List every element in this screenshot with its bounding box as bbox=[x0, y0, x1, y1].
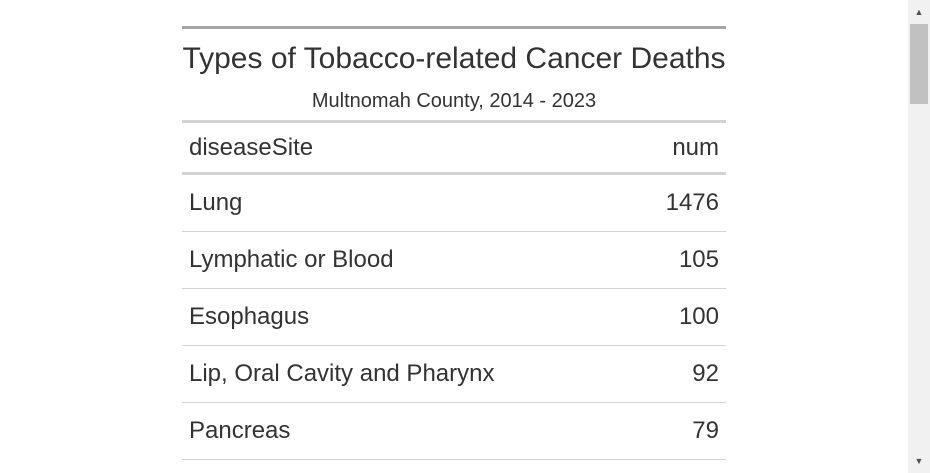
cancer-deaths-table: Types of Tobacco-related Cancer Deaths M… bbox=[182, 26, 726, 460]
scrollbar-thumb[interactable] bbox=[910, 24, 928, 104]
table-row: Lip, Oral Cavity and Pharynx 92 bbox=[182, 346, 726, 403]
disease-site-cell: Pancreas bbox=[189, 417, 291, 444]
num-cell: 92 bbox=[692, 360, 719, 387]
table-row: Lymphatic or Blood 105 bbox=[182, 232, 726, 289]
disease-site-cell: Lip, Oral Cavity and Pharynx bbox=[189, 360, 495, 387]
num-cell: 100 bbox=[678, 303, 719, 330]
num-cell: 1476 bbox=[665, 189, 719, 216]
table-title: Types of Tobacco-related Cancer Deaths bbox=[182, 42, 726, 75]
triangle-down-icon[interactable]: ▼ bbox=[914, 455, 924, 466]
num-cell: 79 bbox=[692, 417, 719, 444]
triangle-up-icon[interactable]: ▲ bbox=[914, 6, 924, 17]
table-row: Pancreas 79 bbox=[182, 403, 726, 460]
table-row: Esophagus 100 bbox=[182, 289, 726, 346]
disease-site-cell: Lymphatic or Blood bbox=[189, 246, 394, 273]
disease-site-cell: Esophagus bbox=[189, 303, 310, 330]
table-subtitle: Multnomah County, 2014 - 2023 bbox=[311, 90, 597, 112]
num-cell: 105 bbox=[678, 246, 719, 273]
disease-site-cell: Lung bbox=[189, 189, 243, 216]
column-header-num: num bbox=[672, 133, 719, 161]
table-header-row: diseaseSite num bbox=[182, 120, 726, 175]
table-row: Lung 1476 bbox=[182, 175, 726, 232]
vertical-scrollbar[interactable]: ▲ ▼ bbox=[908, 0, 930, 473]
column-header-disease-site: diseaseSite bbox=[189, 133, 314, 161]
